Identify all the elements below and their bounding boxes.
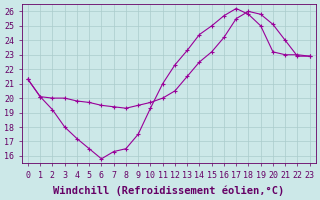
X-axis label: Windchill (Refroidissement éolien,°C): Windchill (Refroidissement éolien,°C): [53, 185, 284, 196]
